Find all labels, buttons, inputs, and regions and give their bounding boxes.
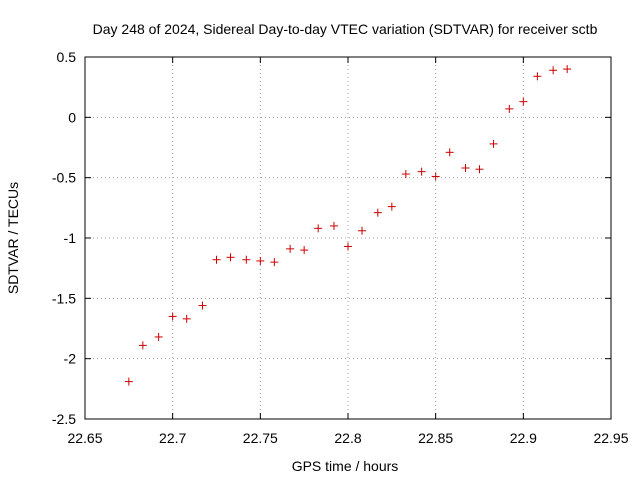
data-point: [387, 202, 396, 211]
data-point: [226, 253, 235, 262]
data-point: [124, 377, 133, 386]
y-tick-label: 0: [68, 109, 76, 125]
data-point: [563, 65, 572, 74]
y-tick-label: -0.5: [52, 170, 76, 186]
data-point: [344, 242, 352, 251]
x-tick-label: 22.95: [593, 430, 628, 446]
data-point: [445, 148, 454, 157]
x-tick-label: 22.75: [243, 430, 278, 446]
data-point: [182, 314, 191, 323]
data-point: [154, 332, 163, 341]
x-tick-label: 22.8: [334, 430, 361, 446]
x-tick-label: 22.7: [159, 430, 186, 446]
y-tick-label: -2: [64, 351, 77, 367]
data-point: [475, 165, 484, 174]
x-tick-label: 22.65: [67, 430, 102, 446]
data-point: [417, 167, 426, 176]
y-tick-label: -1: [64, 230, 77, 246]
data-points: [124, 65, 572, 386]
data-point: [329, 221, 338, 230]
data-point: [314, 224, 323, 233]
data-point: [461, 164, 470, 173]
data-point: [505, 104, 514, 113]
data-point: [373, 208, 382, 217]
data-point: [519, 97, 528, 106]
x-tick-label: 22.9: [510, 430, 537, 446]
data-point: [401, 170, 410, 179]
y-tick-label: -2.5: [52, 411, 76, 427]
chart-title: Day 248 of 2024, Sidereal Day-to-day VTE…: [93, 21, 598, 37]
y-axis-title: SDTVAR / TECUs: [5, 182, 21, 294]
data-point: [168, 312, 177, 321]
axis-ticks: 22.65 22.7 22.75 22.8 22.85 22.9 22.95 -2.5 -2 -1…: [52, 49, 629, 446]
data-point: [431, 172, 440, 181]
data-point: [212, 255, 221, 264]
data-point: [533, 72, 542, 81]
x-axis-title: GPS time / hours: [292, 458, 399, 474]
data-point: [242, 255, 251, 264]
data-point: [358, 226, 367, 235]
data-point: [286, 244, 295, 253]
data-point: [300, 246, 309, 255]
data-point: [198, 301, 207, 310]
y-tick-label: 0.5: [57, 49, 77, 65]
grid: [85, 57, 611, 419]
y-tick-label: -1.5: [52, 290, 76, 306]
x-tick-label: 22.85: [418, 430, 453, 446]
data-point: [138, 341, 147, 350]
data-point: [549, 66, 558, 75]
data-point: [489, 139, 498, 148]
data-point: [270, 258, 279, 267]
data-point: [256, 256, 265, 265]
